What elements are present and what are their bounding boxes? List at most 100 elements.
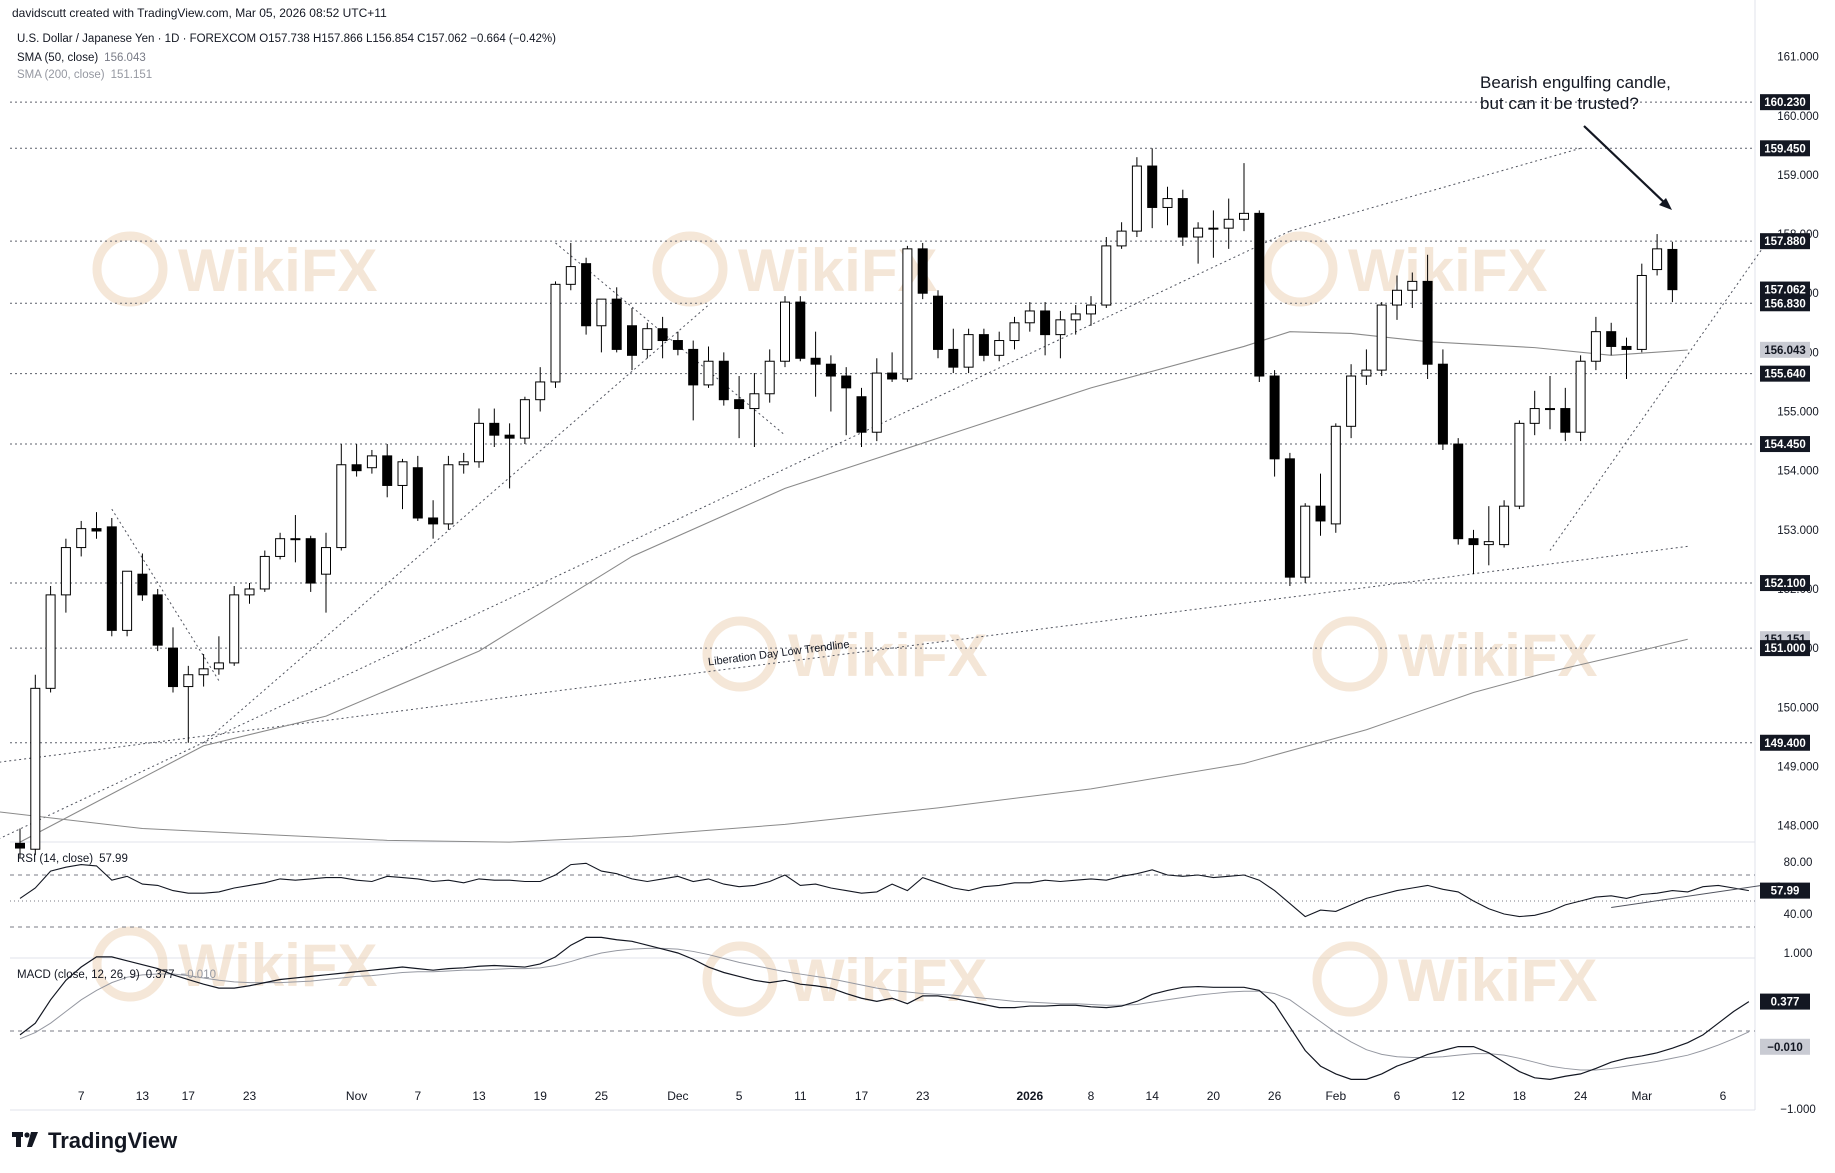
candle-body xyxy=(1193,227,1204,238)
watermark-text: WikiFX xyxy=(1348,237,1547,304)
price-tag-label: 156.830 xyxy=(1764,298,1806,310)
candle-body xyxy=(1086,304,1096,315)
price-tag-label: 160.230 xyxy=(1764,97,1806,109)
candle-body xyxy=(275,538,286,557)
time-axis-tick-label: 13 xyxy=(136,1089,150,1103)
sma200-line xyxy=(0,638,1688,843)
price-axis-tick-label: 154.000 xyxy=(1777,466,1819,478)
rsi-line xyxy=(19,862,1749,918)
symbol-legend[interactable]: U.S. Dollar / Japanese Yen · 1D · FOREXC… xyxy=(17,33,556,45)
price-tag-bg xyxy=(1760,140,1810,157)
sma200-value: 151.151 xyxy=(110,69,153,81)
rsi-tag-bg xyxy=(1760,882,1810,899)
candle-body xyxy=(76,528,87,549)
candle-body xyxy=(1040,310,1051,336)
price-tag-label: 159.450 xyxy=(1764,143,1806,155)
time-axis-tick-label: Mar xyxy=(1631,1089,1652,1103)
time-axis-tick-label: 19 xyxy=(534,1089,548,1103)
created-by-text: davidscutt created with TradingView.com,… xyxy=(12,6,387,20)
sma50-legend[interactable]: SMA (50, close) 156.043 xyxy=(17,52,146,64)
price-axis-tick-label: 160.000 xyxy=(1777,111,1819,123)
candle-body xyxy=(336,464,347,549)
candle-body xyxy=(1560,408,1571,433)
candle-body xyxy=(841,375,852,389)
candle-body xyxy=(550,283,561,383)
candle-body xyxy=(1101,245,1112,306)
rsi-label: RSI (14, close) xyxy=(17,853,94,865)
candle-body xyxy=(780,301,790,362)
candle-body xyxy=(213,662,224,670)
candle-body xyxy=(1131,165,1142,232)
candle-body xyxy=(1437,363,1448,445)
tradingview-brand[interactable]: TradingView xyxy=(12,1128,177,1154)
time-axis-tick-label: 12 xyxy=(1452,1089,1466,1103)
watermark-logo-icon xyxy=(652,231,728,307)
candle-body xyxy=(718,360,729,401)
macd-signal-value: −0.010 xyxy=(180,969,217,981)
watermark-text: WikiFX xyxy=(788,622,987,689)
macd-legend[interactable]: MACD (close, 12, 26, 9) 0.377 −0.010 xyxy=(17,969,216,981)
candle-body xyxy=(657,328,668,342)
watermark-text: WikiFX xyxy=(788,947,987,1014)
candle-body xyxy=(1621,345,1632,350)
price-axis-tick-label: 148.000 xyxy=(1777,821,1819,833)
candle-body xyxy=(642,328,653,350)
time-axis-tick-label: 6 xyxy=(1720,1089,1727,1103)
macd-signal-tag-label: −0.010 xyxy=(1767,1042,1803,1054)
candle-body xyxy=(764,360,775,395)
candle-body xyxy=(1147,165,1158,208)
time-axis-tick-label: 24 xyxy=(1574,1089,1588,1103)
rsi-legend[interactable]: RSI (14, close) 57.99 xyxy=(17,853,128,865)
time-axis-tick-label: 7 xyxy=(414,1089,421,1103)
candle-body xyxy=(948,348,959,368)
candle-body xyxy=(489,422,500,436)
candle-body xyxy=(382,455,393,486)
sma200-legend[interactable]: SMA (200, close) 151.151 xyxy=(17,69,152,81)
rsi-axis-tick-label: 40.00 xyxy=(1784,909,1813,921)
price-tag-bg xyxy=(1760,365,1810,382)
macd-signal-tag-bg xyxy=(1760,1038,1810,1055)
candle-body xyxy=(1177,198,1188,238)
price-tag-label: 154.450 xyxy=(1764,439,1806,451)
candle-body xyxy=(519,399,530,439)
sma50-label: SMA (50, close) xyxy=(17,52,99,64)
macd-signal-line xyxy=(19,947,1750,1071)
annotation-text: Bearish engulfing candle, xyxy=(1480,73,1671,92)
candle-body xyxy=(290,538,301,541)
candle-body xyxy=(1315,505,1326,522)
macd-axis-tick-label: 1.000 xyxy=(1784,948,1813,960)
candle-body xyxy=(1254,212,1265,377)
trendline xyxy=(0,545,1688,763)
candle-body xyxy=(1376,304,1387,371)
watermark-logo-icon xyxy=(1312,616,1388,692)
candle-body xyxy=(91,528,102,532)
price-axis-tick-label: 155.000 xyxy=(1777,407,1819,419)
sma200-label: SMA (200, close) xyxy=(17,69,105,81)
time-axis-tick-label: 17 xyxy=(855,1089,869,1103)
candle-body xyxy=(887,372,898,380)
candle-body xyxy=(1392,289,1402,306)
candle-body xyxy=(1223,218,1234,229)
candle-body xyxy=(825,363,836,377)
candle-body xyxy=(198,668,209,676)
candle-body xyxy=(1361,369,1372,377)
time-axis-tick-label: Nov xyxy=(346,1089,367,1103)
candle-body xyxy=(1269,375,1280,460)
candle-body xyxy=(795,301,806,359)
candle-body xyxy=(856,396,867,433)
candle-body xyxy=(917,248,928,294)
candle-body xyxy=(428,517,439,525)
candle-body xyxy=(1070,313,1081,321)
time-axis-tick-label: Feb xyxy=(1325,1089,1346,1103)
macd-line xyxy=(19,936,1750,1080)
price-tag-label: 157.062 xyxy=(1764,285,1806,297)
time-axis-tick-label: 6 xyxy=(1394,1089,1401,1103)
candle-body xyxy=(672,340,683,350)
candle-body xyxy=(60,547,71,596)
price-axis-tick-label: 161.000 xyxy=(1777,52,1819,64)
price-tag-label: 156.043 xyxy=(1764,345,1806,357)
price-tag-label: 151.000 xyxy=(1764,643,1806,655)
watermark-text: WikiFX xyxy=(178,237,377,304)
candle-body xyxy=(30,687,41,850)
